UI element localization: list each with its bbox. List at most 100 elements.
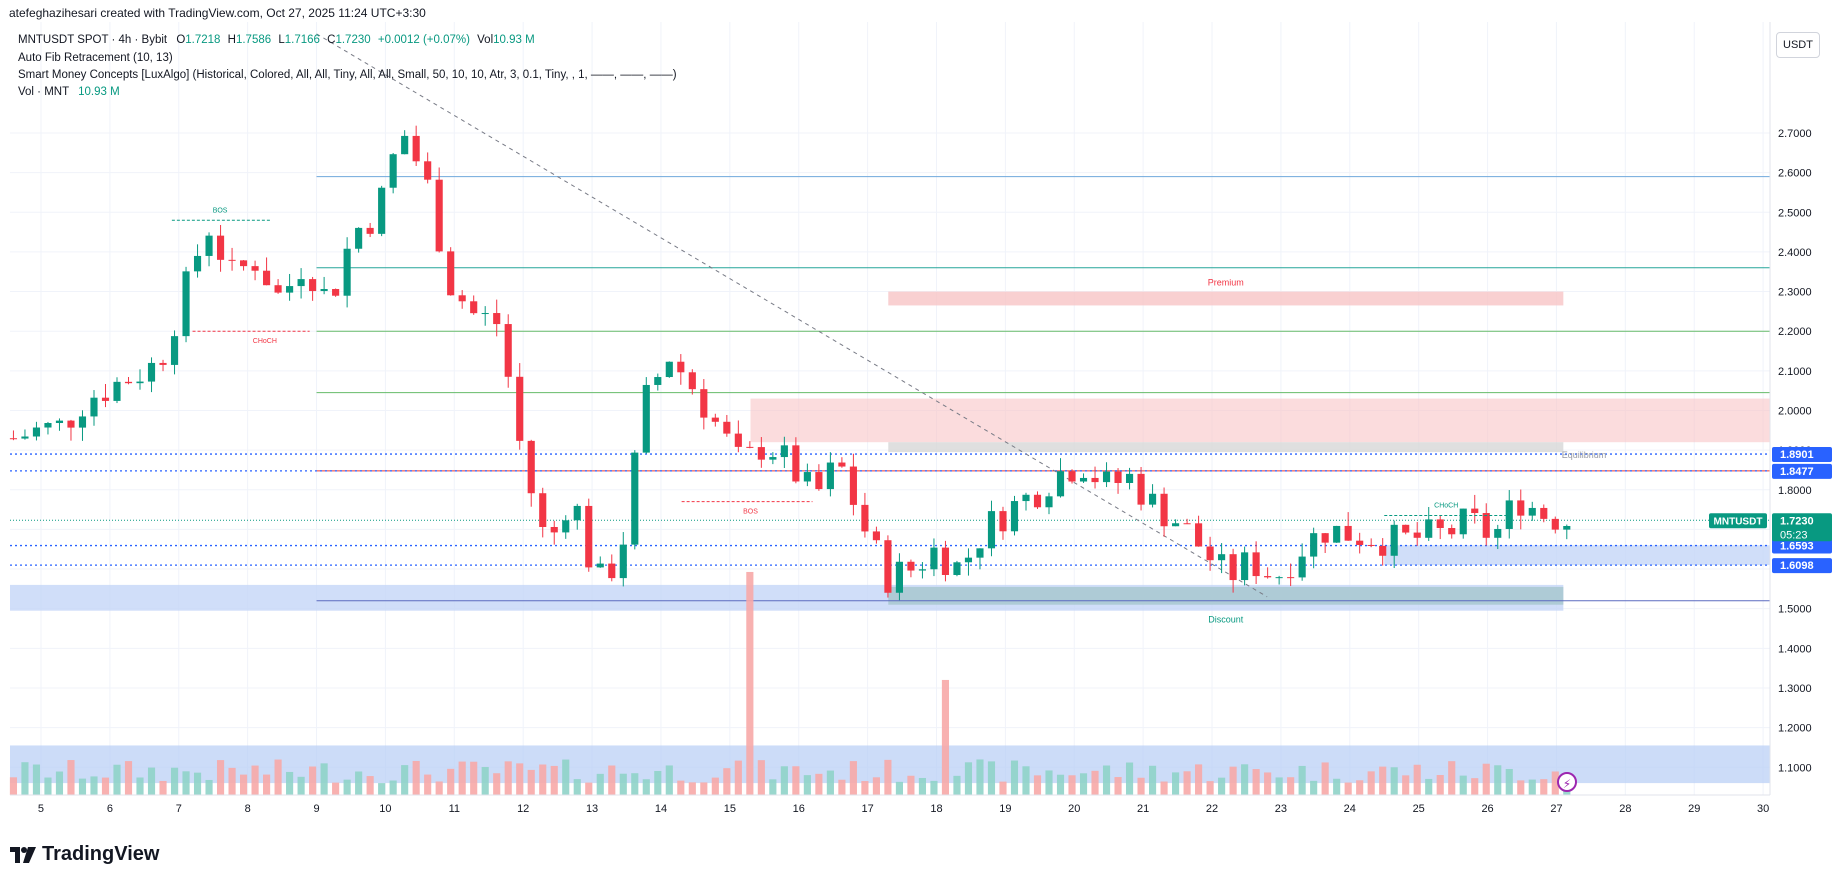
candle-body: [1148, 493, 1157, 505]
candle-body: [435, 179, 443, 252]
volume-bar: [1459, 775, 1467, 795]
candle-body: [124, 381, 133, 384]
open-value: 1.7218: [185, 34, 221, 46]
candle-body: [780, 445, 788, 458]
change-value: +0.0012 (+0.07%): [377, 34, 470, 46]
candle-body: [608, 563, 616, 579]
candle-body: [205, 235, 213, 256]
x-tick-label: 17: [861, 803, 873, 815]
candle-body: [631, 452, 639, 545]
volume-bar: [1195, 764, 1203, 795]
candle-body: [78, 416, 87, 428]
volume-bar: [1448, 761, 1456, 795]
candle-body: [1068, 471, 1076, 482]
candle-body: [1114, 471, 1122, 484]
candle-body: [1125, 473, 1134, 484]
volume-bar: [1102, 765, 1111, 795]
volume-bar: [481, 766, 489, 795]
volume-bar: [1390, 767, 1398, 795]
volume-bar: [182, 771, 190, 795]
volume-bar: [677, 780, 685, 795]
candle-body: [849, 466, 857, 505]
candle-body: [1091, 477, 1099, 483]
currency-button[interactable]: USDT: [1776, 32, 1820, 58]
volume-bar: [780, 766, 788, 795]
candle-body: [1367, 544, 1375, 546]
volume-bar: [516, 763, 524, 795]
volume-bar: [585, 782, 593, 795]
volume-bar: [1425, 778, 1433, 795]
volume-bar: [976, 759, 984, 795]
symbol-line: MNTUSDT SPOT · 4h · Bybit O1.7218 H1.758…: [18, 34, 535, 46]
indicator-smc[interactable]: Smart Money Concepts [LuxAlgo] (Historic…: [18, 69, 677, 81]
candle-body: [424, 161, 432, 180]
x-tick-label: 13: [586, 803, 598, 815]
volume-bar: [159, 780, 167, 795]
x-tick-label: 29: [1688, 803, 1700, 815]
volume-bar: [815, 773, 823, 795]
x-tick-label: 28: [1619, 803, 1631, 815]
volume-bar: [769, 779, 777, 795]
candle-body: [1482, 513, 1490, 538]
candle-body: [953, 562, 961, 575]
price-tag: [1772, 558, 1832, 574]
discount-label: Discount: [1208, 615, 1244, 625]
candle-body: [21, 436, 29, 439]
candle-body: [746, 446, 754, 448]
candle-body: [1172, 523, 1180, 527]
created-line: atefeghazihesari created with TradingVie…: [9, 6, 426, 20]
volume-bar: [872, 777, 880, 795]
candle-body: [1137, 473, 1145, 505]
premium-zone: [888, 291, 1564, 306]
volume-bar: [1528, 779, 1536, 795]
x-tick-label: 23: [1275, 803, 1287, 815]
x-tick-label: 16: [793, 803, 805, 815]
price-tag: [1772, 538, 1832, 554]
candle-body: [1195, 523, 1203, 547]
candle-body: [1344, 525, 1352, 541]
y-tick-label: 1.3000: [1778, 683, 1812, 695]
candle-body: [343, 248, 351, 296]
candle-body: [539, 493, 547, 527]
price-tag-text: 1.7230: [1780, 515, 1814, 527]
candle-body: [1413, 532, 1421, 538]
candle-body: [1275, 577, 1283, 579]
candle-body: [1471, 508, 1479, 514]
candle-body: [366, 227, 374, 234]
premium-label: Premium: [1208, 278, 1244, 288]
demand-zone: [1384, 545, 1770, 566]
volume-bar: [1471, 778, 1479, 795]
candle-body: [1241, 552, 1249, 581]
candle-body: [1333, 525, 1341, 543]
y-tick-label: 1.5000: [1778, 604, 1812, 616]
indicator-volume[interactable]: Vol · MNT 10.93 M: [18, 86, 120, 98]
volume-bar: [67, 760, 75, 795]
y-tick-label: 2.3000: [1778, 287, 1812, 299]
volume-bar: [1252, 769, 1260, 795]
volume-bar: [746, 571, 754, 795]
indicator-fib[interactable]: Auto Fib Retracement (10, 13): [18, 52, 173, 64]
candle-body: [585, 505, 593, 568]
volume-bar: [378, 783, 386, 795]
candle-body: [930, 547, 938, 570]
volume-bar: [9, 777, 18, 795]
candle-body: [504, 324, 512, 377]
volume-bar: [665, 765, 673, 795]
lightning-icon[interactable]: ⚡: [1557, 772, 1577, 792]
volume-bar: [964, 762, 973, 795]
candle-body: [493, 313, 501, 325]
volume-bar: [1114, 777, 1122, 795]
volume-bar: [1218, 777, 1226, 795]
volume-bar: [1172, 772, 1180, 795]
volume-bar: [826, 770, 834, 795]
high-value: 1.7586: [235, 34, 272, 46]
volume-bar: [1379, 766, 1387, 795]
volume-bar: [987, 761, 996, 795]
candle-body: [136, 381, 144, 384]
volume-bar: [343, 779, 351, 795]
candle-body: [987, 511, 996, 549]
volume-bar: [1275, 777, 1283, 795]
candle-body: [412, 135, 420, 162]
candle-body: [447, 251, 455, 296]
